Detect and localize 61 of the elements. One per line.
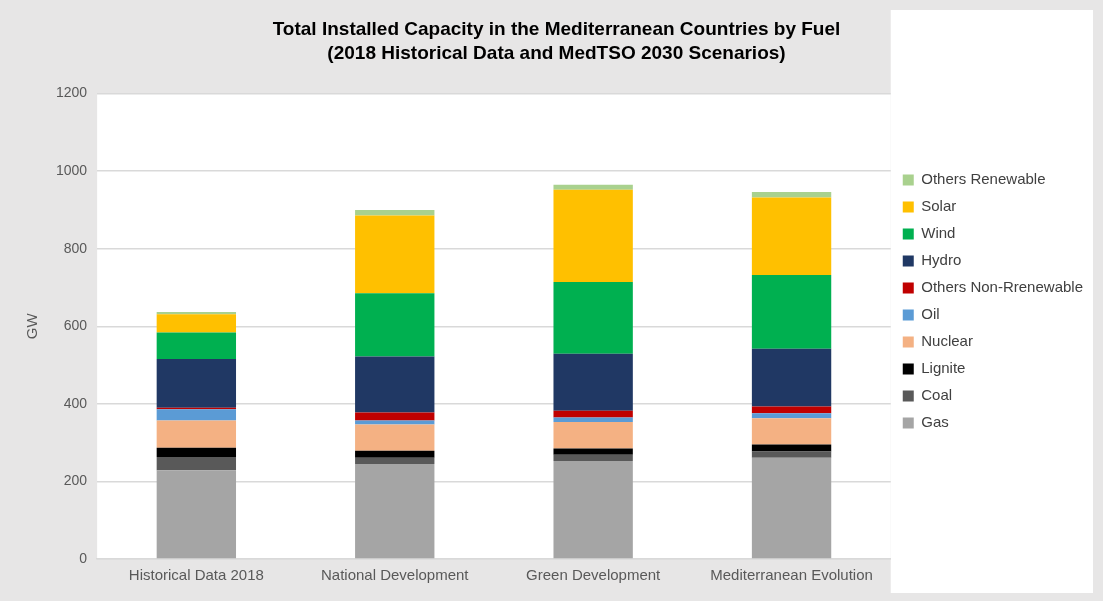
x-tick-label: Historical Data 2018	[128, 566, 264, 584]
bar	[751, 406, 832, 414]
bar	[156, 470, 237, 559]
bar	[156, 358, 237, 408]
y-tick-label: 1000	[55, 162, 88, 179]
bar	[553, 184, 633, 190]
bar	[553, 189, 633, 283]
bar	[156, 409, 237, 421]
bar	[156, 447, 237, 457]
bar	[355, 215, 435, 294]
x-tick-label: Green Development	[526, 566, 662, 584]
bar	[156, 332, 237, 359]
bar	[751, 197, 832, 276]
y-tick-label: 600	[63, 317, 88, 334]
bar	[553, 422, 633, 449]
bar	[355, 457, 435, 464]
bar	[553, 417, 633, 423]
bar	[553, 353, 633, 411]
y-tick-label: 200	[63, 472, 88, 489]
bar	[553, 448, 633, 455]
x-tick-label: National Development	[320, 566, 470, 584]
bar	[751, 413, 832, 419]
legend-label: Oil	[921, 305, 940, 323]
bar	[355, 356, 435, 413]
bar	[156, 420, 237, 448]
bar	[355, 450, 435, 458]
bar	[355, 209, 435, 216]
bar	[751, 192, 832, 198]
bar	[156, 314, 237, 333]
bar	[553, 410, 633, 418]
y-tick-label: 400	[63, 394, 88, 411]
legend-label: Gas	[921, 413, 949, 431]
chart-title: Total Installed Capacity in the Mediterranean Countries by Fuel	[272, 17, 841, 39]
bar	[751, 457, 832, 559]
bar	[553, 282, 633, 354]
bar	[751, 418, 832, 445]
chart-subtitle: (2018 Historical Data and MedTSO 2030 Scenarios)	[327, 42, 786, 64]
bar	[751, 275, 832, 349]
x-tick-label: Mediterranean Evolution	[710, 566, 873, 584]
bar	[751, 348, 832, 407]
legend-label: Others Renewable	[921, 170, 1046, 188]
legend-label: Others Non-Rrenewable	[921, 278, 1084, 296]
legend-label: Wind	[921, 224, 956, 242]
legend-label: Solar	[921, 197, 957, 215]
bar	[355, 293, 435, 357]
legend-label: Nuclear	[921, 332, 973, 350]
legend-label: Coal	[921, 386, 953, 404]
y-tick-label: 800	[63, 239, 88, 256]
bar	[355, 412, 435, 421]
y-axis-title: GW	[23, 312, 41, 340]
legend-label: Hydro	[921, 251, 962, 269]
bar	[751, 451, 832, 458]
bar	[355, 424, 435, 451]
bar	[553, 454, 633, 461]
bar	[751, 444, 832, 452]
bar	[355, 463, 435, 559]
legend-label: Lignite	[921, 359, 966, 377]
y-tick-label: 1200	[55, 84, 88, 101]
bar	[553, 460, 633, 559]
y-tick-label: 0	[79, 549, 88, 566]
bar	[156, 457, 237, 471]
